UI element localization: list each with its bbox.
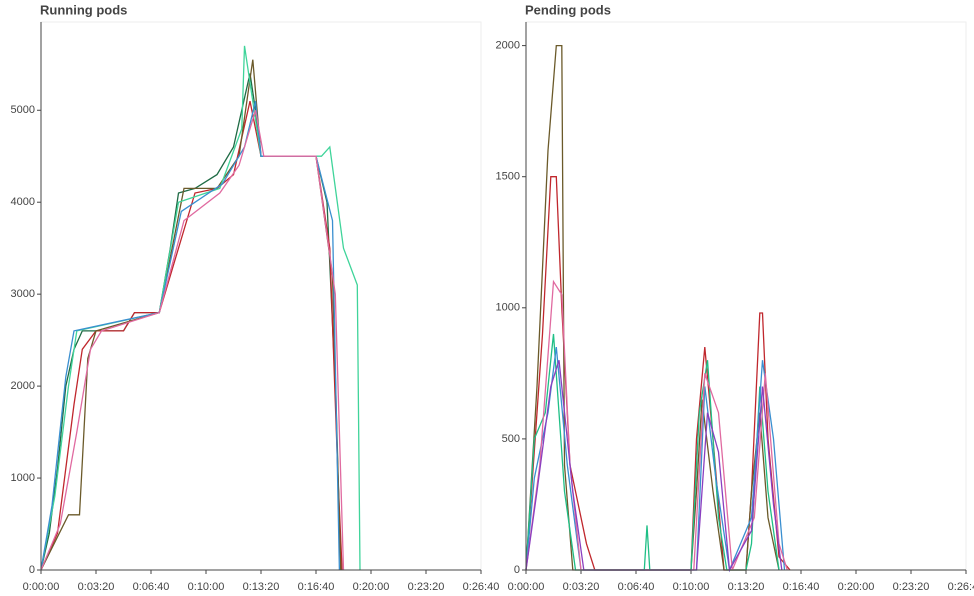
x-tick-label: 0:16:40 [298, 581, 335, 593]
x-tick-label: 0:06:40 [618, 581, 655, 593]
x-tick-label: 0:26:40 [948, 581, 974, 593]
series-line [40, 59, 342, 571]
x-tick-label: 0:23:20 [893, 581, 930, 593]
x-tick-label: 0:10:00 [673, 581, 710, 593]
y-tick-label: 0 [29, 564, 35, 576]
x-tick-label: 0:00:00 [508, 581, 545, 593]
y-tick-label: 4000 [11, 196, 35, 208]
y-tick-label: 1000 [11, 472, 35, 484]
series-line [40, 110, 345, 571]
x-tick-label: 0:03:20 [563, 581, 600, 593]
series-line [525, 360, 783, 573]
y-tick-label: 1500 [496, 171, 520, 183]
series-line [525, 176, 791, 571]
series-line [525, 44, 780, 571]
x-tick-label: 0:20:00 [353, 581, 390, 593]
y-tick-label: 2000 [496, 40, 520, 52]
y-tick-label: 0 [514, 564, 520, 576]
x-tick-label: 0:10:00 [188, 581, 225, 593]
y-tick-label: 3000 [11, 288, 35, 300]
series-line [40, 73, 342, 571]
y-tick-label: 1000 [496, 302, 520, 314]
plot-frame [40, 21, 482, 571]
y-tick-label: 2000 [11, 380, 35, 392]
x-tick-label: 0:06:40 [133, 581, 170, 593]
y-tick-label: 500 [502, 433, 520, 445]
x-tick-label: 0:16:40 [783, 581, 820, 593]
series-line [40, 45, 361, 571]
x-tick-label: 0:23:20 [408, 581, 445, 593]
x-tick-label: 0:13:20 [728, 581, 765, 593]
series-line [40, 100, 341, 571]
plot-frame [525, 21, 967, 571]
y-tick-label: 5000 [11, 104, 35, 116]
series-line [40, 100, 343, 571]
x-tick-label: 0:20:00 [838, 581, 875, 593]
x-tick-label: 0:26:40 [463, 581, 500, 593]
x-tick-label: 0:03:20 [78, 581, 115, 593]
chart-title: Running pods [40, 2, 127, 17]
x-tick-label: 0:00:00 [23, 581, 60, 593]
x-tick-label: 0:13:20 [243, 581, 280, 593]
chart-title: Pending pods [525, 2, 611, 17]
